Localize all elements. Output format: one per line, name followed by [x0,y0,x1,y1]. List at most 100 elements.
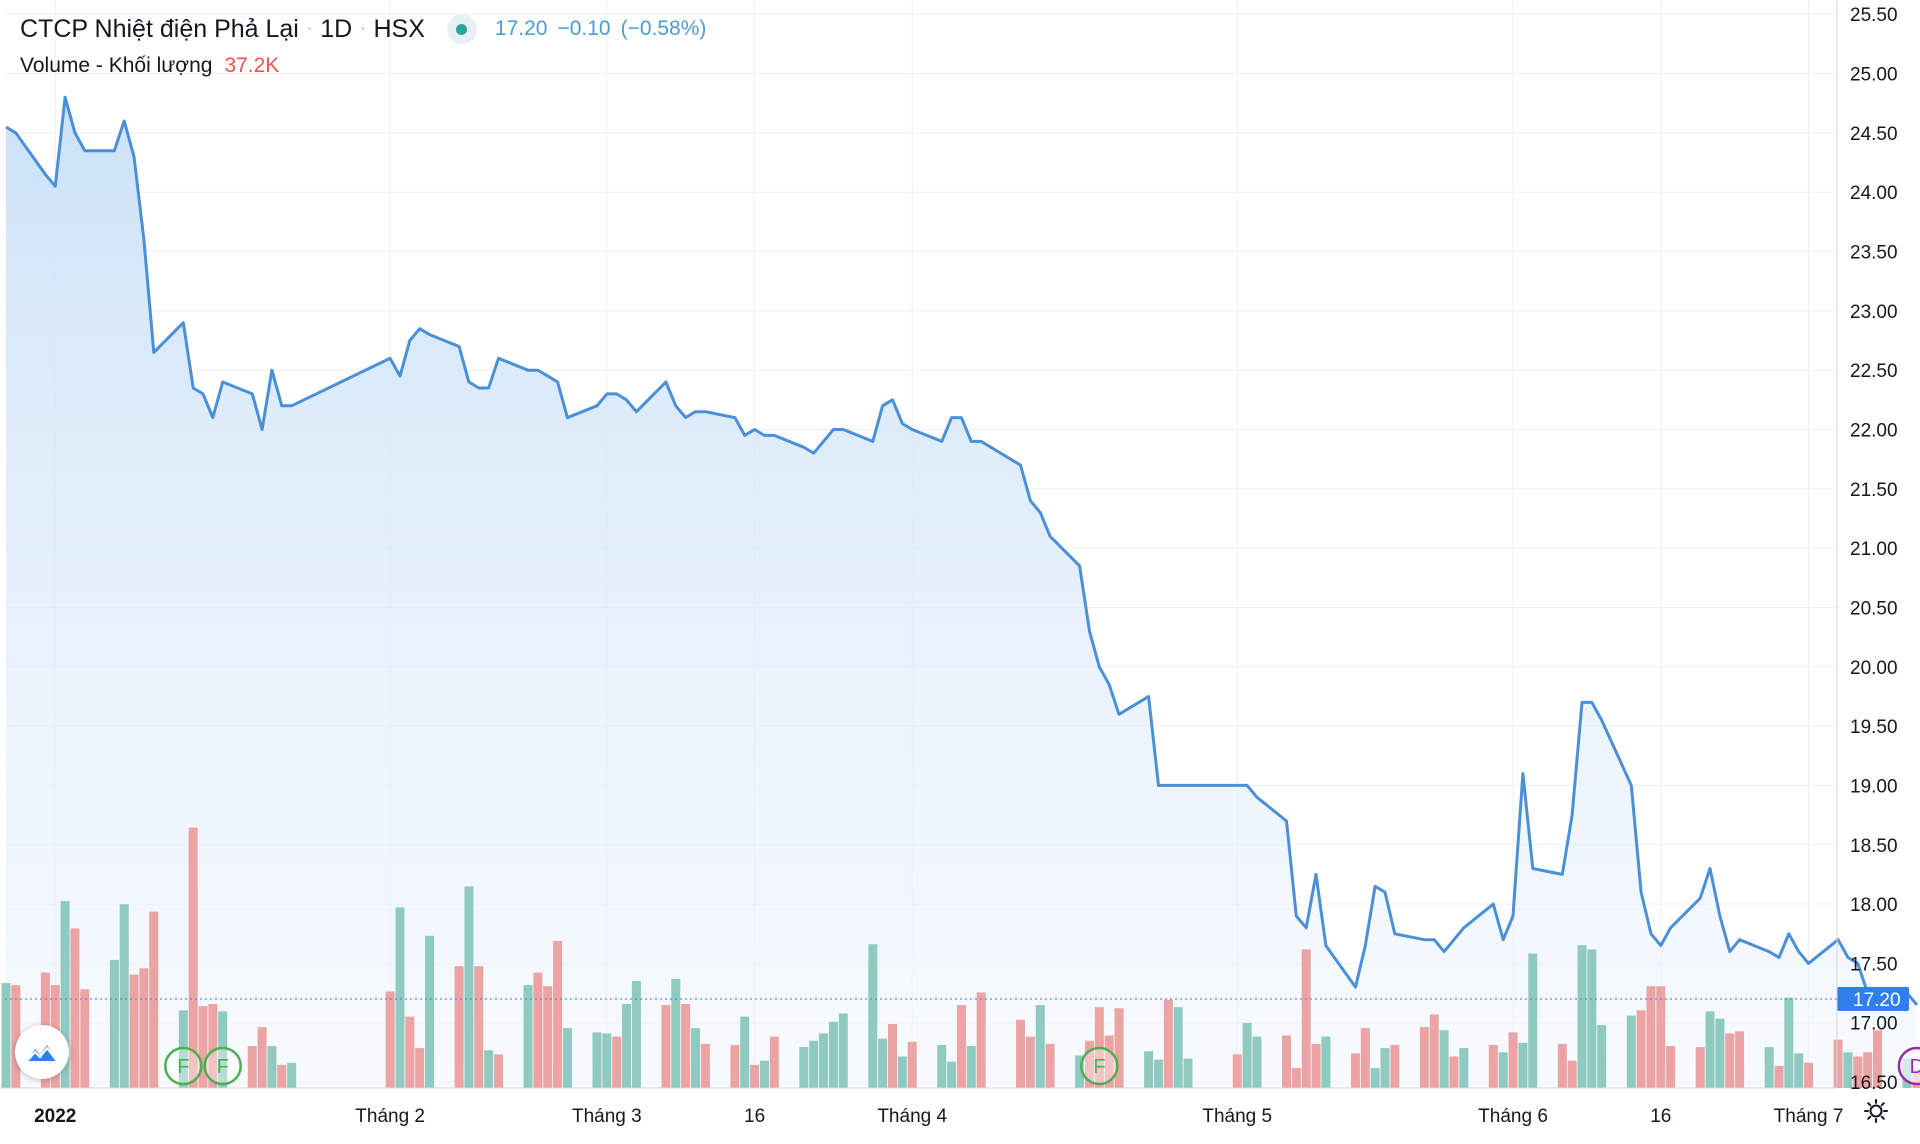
volume-bar [1784,998,1793,1088]
volume-bar [1578,945,1587,1088]
y-tick-label: 18.50 [1850,836,1898,857]
volume-bar [1518,1043,1527,1088]
volume-bar [80,989,89,1088]
volume-bar [770,1037,779,1088]
volume-bar [799,1047,808,1088]
volume-bar [1775,1066,1784,1088]
volume-bar [1321,1037,1330,1088]
volume-bar [878,1039,887,1088]
legend-separator: · [360,20,365,38]
x-tick-label: 16 [744,1106,765,1127]
y-tick-label: 23.00 [1850,302,1898,323]
last-price-badge-text: 17.20 [1853,990,1901,1011]
volume-bar [287,1063,296,1088]
volume-bar [1804,1063,1813,1088]
volume-bar [1016,1020,1025,1088]
volume-bar [829,1022,838,1088]
x-tick-label: Tháng 6 [1478,1106,1548,1127]
symbol-legend-row: CTCP Nhiệt điện Phả Lại · 1D · HSX 17.20… [20,10,716,48]
volume-bar [1361,1028,1370,1088]
volume-bar [405,1017,414,1088]
volume-bar [1164,1000,1173,1088]
y-tick-label: 24.00 [1850,183,1898,204]
volume-bar [760,1061,769,1088]
volume-bar [730,1045,739,1088]
volume-bar [1371,1068,1380,1088]
volume-bar [1115,1008,1124,1088]
volume-bar [1459,1048,1468,1088]
volume-label[interactable]: Volume - Khối lượng [20,54,212,78]
volume-bar [474,966,483,1088]
volume-bar [957,1005,966,1088]
price-area [6,97,1917,1088]
symbol-name[interactable]: CTCP Nhiệt điện Phả Lại [20,15,299,44]
y-tick-label: 20.00 [1850,658,1898,679]
y-tick-label: 25.50 [1850,5,1898,26]
event-marker-label: F [1093,1056,1105,1078]
volume-bar [415,1048,424,1088]
x-tick-label: 16 [1650,1106,1671,1127]
volume-bar [494,1054,503,1088]
interval-label[interactable]: 1D [320,15,352,44]
y-tick-label: 19.00 [1850,776,1898,797]
volume-bar [139,968,148,1088]
chart-legend: CTCP Nhiệt điện Phả Lại · 1D · HSX 17.20… [20,10,716,84]
volume-bar [464,886,473,1088]
volume-bar [553,941,562,1088]
volume-bar [819,1033,828,1088]
volume-bar [967,1046,976,1088]
volume-bar [1351,1053,1360,1088]
volume-bar [386,991,395,1088]
market-status-icon[interactable] [447,14,477,44]
volume-bar [120,904,129,1088]
volume-bar [1420,1027,1429,1088]
volume-bar [533,973,542,1089]
volume-bar [661,1005,670,1088]
x-tick-label: Tháng 2 [355,1106,425,1127]
exchange-label: HSX [373,15,424,44]
volume-bar [277,1065,286,1088]
y-tick-label: 22.00 [1850,421,1898,442]
volume-bar [1449,1057,1458,1089]
volume-bar [1233,1054,1242,1088]
volume-bar [1046,1044,1055,1088]
y-tick-label: 21.00 [1850,539,1898,560]
volume-bar [612,1037,621,1088]
volume-bar [1144,1051,1153,1088]
volume-bar [1499,1052,1508,1088]
volume-bar [632,981,641,1088]
y-tick-label: 17.00 [1850,1014,1898,1035]
volume-bar [524,985,533,1088]
volume-bar [1558,1044,1567,1088]
volume-bar [1725,1033,1734,1088]
event-marker-label: F [177,1056,189,1078]
volume-bar [1696,1047,1705,1088]
volume-bar [1646,986,1655,1088]
volume-bar [1390,1045,1399,1088]
y-tick-label: 16.50 [1850,1073,1898,1094]
price-change-value: −0.10 [557,17,610,40]
volume-bar [908,1042,917,1088]
volume-bar [1036,1005,1045,1088]
volume-bar [1302,949,1311,1088]
event-marker-label: D [1910,1056,1920,1078]
y-tick-label: 22.50 [1850,361,1898,382]
tradingview-logo-icon[interactable] [15,1025,69,1079]
last-price-value: 17.20 [495,17,548,40]
x-tick-label: Tháng 7 [1774,1106,1844,1127]
gear-icon[interactable] [1862,1097,1890,1125]
volume-bar [258,1027,267,1088]
volume-bar [543,986,552,1088]
volume-bar [267,1046,276,1088]
price-area-fill [6,97,1917,1088]
volume-bar [898,1057,907,1089]
price-axis[interactable]: 25.5025.0024.5024.0023.5023.0022.5022.00… [1837,0,1898,1094]
volume-bar [1834,1040,1843,1088]
volume-bar [1794,1053,1803,1088]
volume-bar [622,1004,631,1088]
volume-bar [1282,1036,1291,1089]
volume-bar [484,1050,493,1088]
